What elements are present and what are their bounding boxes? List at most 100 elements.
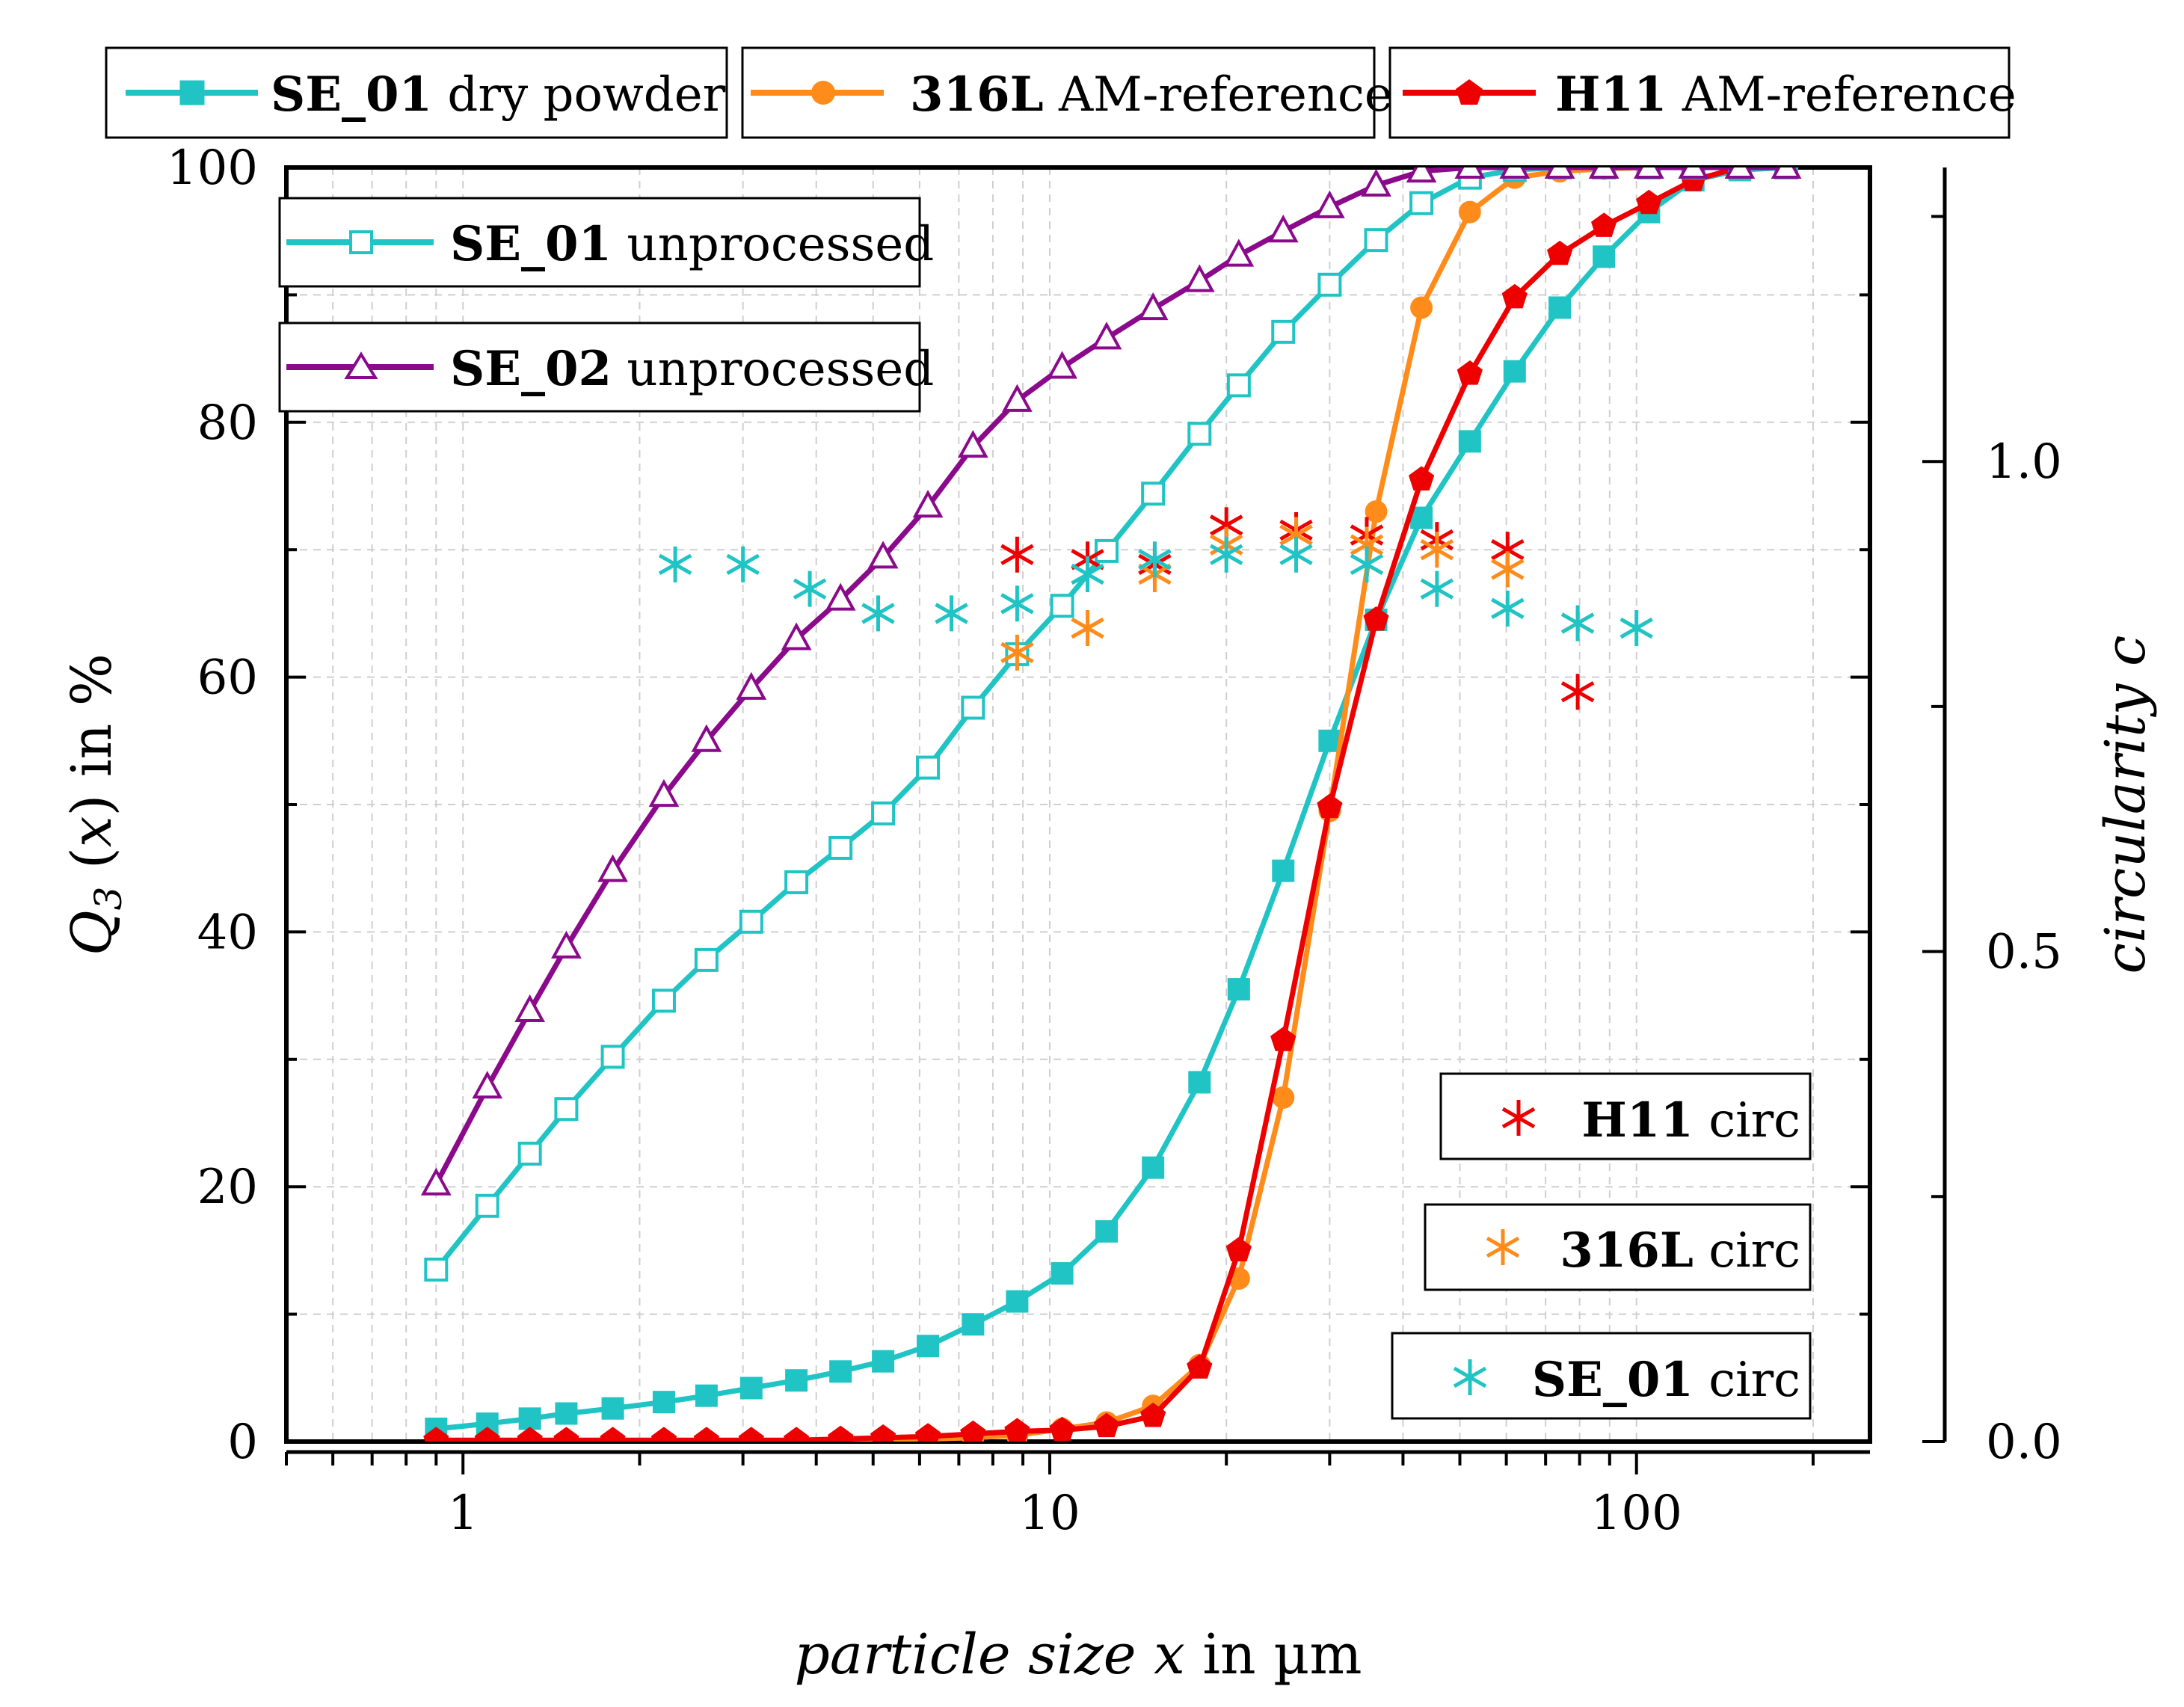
data-point bbox=[693, 1427, 719, 1442]
legend-marker-circle-filled bbox=[811, 81, 835, 105]
legend-marker-triangle-open bbox=[344, 351, 378, 379]
data-point bbox=[1050, 594, 1074, 618]
data-point bbox=[475, 1193, 499, 1218]
data-point bbox=[1678, 167, 1709, 179]
data-point bbox=[555, 1402, 578, 1425]
data-point bbox=[691, 724, 722, 752]
svg-text:SE_01 unprocessed: SE_01 unprocessed bbox=[450, 216, 934, 272]
data-point bbox=[784, 870, 809, 894]
data-point bbox=[694, 947, 719, 972]
data-point bbox=[1226, 373, 1251, 398]
data-point bbox=[1137, 292, 1169, 321]
data-point bbox=[1095, 1219, 1119, 1243]
data-point bbox=[1223, 239, 1255, 267]
data-point bbox=[1409, 466, 1435, 490]
y-tick-label-left: 80 bbox=[197, 396, 258, 451]
data-point bbox=[1547, 240, 1573, 265]
data-point bbox=[825, 582, 856, 611]
data-point bbox=[1636, 189, 1662, 215]
svg-text:SE_01 circ: SE_01 circ bbox=[1532, 1352, 1800, 1408]
data-point bbox=[1771, 167, 1802, 179]
data-point bbox=[1267, 215, 1299, 243]
series-0 bbox=[425, 167, 1798, 1440]
data-point bbox=[472, 1071, 503, 1099]
data-point bbox=[1456, 360, 1483, 385]
data-point bbox=[1548, 296, 1572, 319]
y-axis-title-right: circularity c bbox=[2094, 636, 2158, 974]
data-point bbox=[1499, 167, 1531, 179]
data-point bbox=[867, 541, 899, 569]
data-point bbox=[1588, 167, 1619, 179]
data-point bbox=[1361, 168, 1391, 197]
circ-point bbox=[1138, 541, 1172, 578]
data-point bbox=[652, 1391, 675, 1414]
y-tick-label-right: 0.5 bbox=[1986, 925, 2062, 980]
data-point bbox=[872, 1350, 895, 1373]
data-point bbox=[871, 801, 896, 825]
data-point bbox=[1006, 1290, 1029, 1313]
data-point bbox=[739, 909, 763, 934]
circ-point bbox=[1000, 634, 1034, 671]
axes: 1 10 100 0 20 40 60 80 100 0.0 0.5 1.0 bbox=[167, 141, 2062, 1541]
data-point bbox=[420, 1167, 452, 1196]
data-point bbox=[1272, 859, 1295, 882]
data-point bbox=[553, 1427, 579, 1442]
data-point bbox=[1633, 167, 1664, 179]
legend-316l-circ: 316L circ bbox=[1424, 1203, 1812, 1291]
svg-text:H11 circ: H11 circ bbox=[1581, 1092, 1800, 1148]
y-tick-label-left: 0 bbox=[227, 1415, 258, 1470]
data-point bbox=[1365, 500, 1388, 523]
data-point bbox=[554, 1097, 579, 1122]
y-tick-label-left: 20 bbox=[197, 1160, 258, 1215]
data-point bbox=[781, 622, 812, 650]
data-point bbox=[960, 1420, 986, 1442]
data-point bbox=[784, 1427, 810, 1442]
legend-marker-asterisk bbox=[1453, 1359, 1487, 1395]
data-point bbox=[912, 490, 944, 518]
circ-point bbox=[1000, 585, 1034, 622]
circ-point bbox=[1209, 536, 1243, 573]
circ-point bbox=[861, 595, 895, 632]
data-point bbox=[1458, 200, 1481, 224]
y-tick-label-left: 60 bbox=[197, 650, 258, 706]
data-point bbox=[1184, 264, 1215, 292]
data-point bbox=[828, 1425, 854, 1442]
data-point bbox=[650, 1427, 677, 1442]
data-point bbox=[1227, 978, 1250, 1001]
legend-marker-asterisk bbox=[1501, 1100, 1536, 1136]
y-axis-title-left: Q3 (x) in % bbox=[60, 653, 130, 956]
data-point bbox=[1051, 1262, 1074, 1285]
series-layer bbox=[420, 167, 1802, 1442]
data-point bbox=[1272, 1086, 1295, 1109]
data-point bbox=[1047, 351, 1077, 379]
data-point bbox=[651, 988, 676, 1013]
data-point bbox=[914, 1423, 941, 1442]
data-point bbox=[600, 1427, 626, 1442]
data-point bbox=[1049, 1416, 1075, 1442]
x-tick-label: 10 bbox=[1019, 1486, 1080, 1541]
legend-marker-square-open bbox=[349, 230, 373, 254]
data-point bbox=[828, 835, 853, 860]
svg-text:SE_01 dry powder: SE_01 dry powder bbox=[271, 67, 726, 123]
y-tick-label-right: 0.0 bbox=[1986, 1415, 2062, 1470]
data-point bbox=[1314, 190, 1345, 218]
data-point bbox=[1187, 422, 1212, 446]
data-point bbox=[1724, 167, 1756, 179]
circ-point bbox=[1000, 536, 1034, 573]
data-point bbox=[1002, 384, 1033, 412]
data-point bbox=[785, 1369, 808, 1392]
legend-se01-circ: SE_01 circ bbox=[1391, 1332, 1812, 1420]
data-point bbox=[518, 1407, 541, 1430]
scatter-series-2 bbox=[658, 536, 1653, 647]
data-point bbox=[423, 1427, 449, 1442]
data-point bbox=[1454, 167, 1486, 179]
circ-point bbox=[1350, 546, 1384, 582]
circ-point bbox=[1420, 532, 1454, 568]
svg-text:316L circ: 316L circ bbox=[1560, 1222, 1800, 1279]
circ-point bbox=[1560, 674, 1595, 710]
data-point bbox=[870, 1424, 896, 1442]
legend-marker-asterisk bbox=[1486, 1229, 1520, 1265]
data-point bbox=[1225, 1237, 1252, 1261]
data-point bbox=[916, 755, 941, 780]
